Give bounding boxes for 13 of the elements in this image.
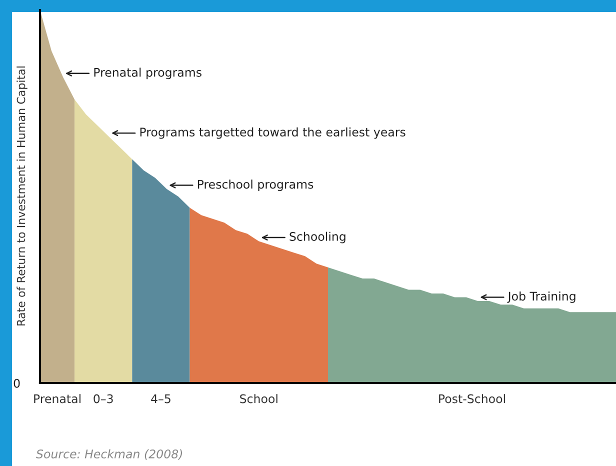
annotation: Prenatal programs xyxy=(94,68,202,80)
text: 0 xyxy=(14,378,20,388)
annotation: Schooling xyxy=(290,232,346,244)
series-label: Prenatal xyxy=(34,394,80,404)
series-label: Post-School xyxy=(439,394,505,404)
annotation: Preschool programs xyxy=(198,180,314,192)
series-label: 4–5 xyxy=(151,394,170,404)
y-axis-title: Rate of Return to Investment in Human Capital xyxy=(16,66,28,326)
annotation: Job Training xyxy=(507,291,576,303)
annotation: Programs targetted toward the earliest years xyxy=(140,127,406,139)
series-label: 0–3 xyxy=(94,394,113,404)
source-note: Source: Heckman (2008) xyxy=(36,449,182,460)
series-label: School xyxy=(240,394,278,404)
